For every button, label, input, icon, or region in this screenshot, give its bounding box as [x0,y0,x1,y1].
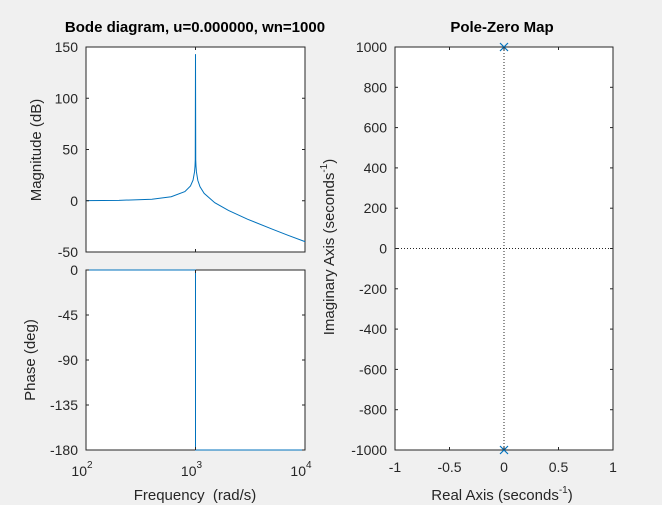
phase-ytick-label: -180 [50,442,78,458]
pole-zero-xlabel-sup: -1 [559,485,568,496]
pole-zero-title: Pole-Zero Map [450,19,553,36]
magnitude-ytick-label: 0 [70,193,78,209]
phase-xtick-exponent: 4 [306,460,312,471]
pole-zero-ylabel-close: ) [321,159,338,164]
pole-zero-ytick-label: -400 [359,321,387,337]
phase-ylabel: Phase (deg) [22,319,39,401]
pole-zero-xtick-label: 0.5 [549,459,569,475]
pole-zero-ytick-label: 200 [364,200,388,216]
pole-zero-xtick-label: 0 [500,459,508,475]
pole-zero-ytick-label: 600 [364,120,388,136]
phase-xtick-exponent: 3 [197,460,203,471]
phase-xtick-label: 104 [290,460,312,479]
pole-zero-xtick-label: 1 [609,459,617,475]
magnitude-ytick-label: 150 [55,39,79,55]
pole-zero-ylabel: Imaginary Axis (seconds-1) [319,159,338,335]
phase-ytick-label: -45 [58,307,78,323]
bode-title: Bode diagram, u=0.000000, wn=1000 [65,19,325,36]
pole-zero-ytick-label: 1000 [356,39,387,55]
phase-xlabel: Frequency (rad/s) [134,487,257,504]
pole-zero-xtick-label: -0.5 [437,459,461,475]
magnitude-ytick-label: -50 [58,244,78,260]
pole-zero-xtick-label: -1 [389,459,402,475]
magnitude-ylabel: Magnitude (dB) [28,99,45,202]
phase-xtick-label: 102 [71,460,93,479]
pole-zero-xlabel: Real Axis (seconds-1) [431,485,572,504]
pole-zero-ytick-label: 800 [364,79,388,95]
pole-zero-xlabel-close: ) [568,487,573,504]
pole-zero-ytick-label: -800 [359,402,387,418]
magnitude-series-line [85,54,306,243]
phase-xtick-base: 10 [181,463,197,479]
pole-zero-ytick-label: -600 [359,361,387,377]
pole-zero-ylabel-text: Imaginary Axis (seconds [321,173,338,336]
phase-ytick-label: 0 [70,262,78,278]
pole-zero-ytick-label: 400 [364,160,388,176]
phase-ytick-label: -90 [58,352,78,368]
magnitude-ytick-label: 50 [62,142,78,158]
phase-xtick-base: 10 [71,463,87,479]
pole-zero-ylabel-sup: -1 [319,163,330,172]
phase-xtick-exponent: 2 [87,460,93,471]
magnitude-axes: 150 100 50 0 -50 Bode diagram, u=0.000000, w… [28,19,325,260]
pole-zero-axes: 1000 800 600 400 200 0 -200 -400 -600 -800 -1000 -… [319,19,617,504]
phase-ytick-label: -135 [50,397,78,413]
magnitude-ytick-label: 100 [55,90,79,106]
pole-zero-ytick-label: -200 [359,281,387,297]
pole-zero-xlabel-text: Real Axis (seconds [431,487,559,504]
phase-series-line [86,269,305,451]
phase-xtick-label: 103 [181,460,203,479]
phase-axes: 0-45-90-135-180 102 103 104 Frequency (rad… [22,262,312,504]
pole-zero-ytick-label: -1000 [351,442,387,458]
pole-zero-ytick-label: 0 [379,241,387,257]
phase-xtick-base: 10 [290,463,306,479]
